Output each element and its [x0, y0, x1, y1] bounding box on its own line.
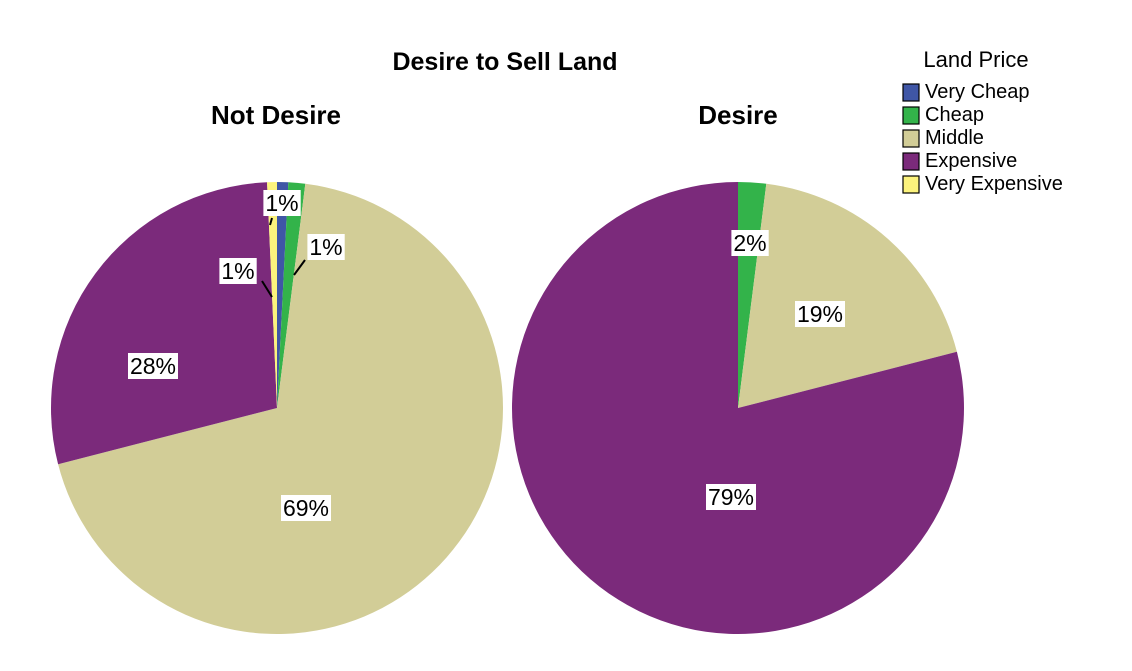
data-label-box [128, 353, 178, 379]
slice-not-desire-very-expensive [267, 182, 277, 408]
slice-desire-middle [738, 183, 957, 408]
data-label-not-desire-cheap: 1% [307, 234, 345, 260]
data-label-text: 69% [283, 495, 329, 521]
legend-label-cheap: Cheap [925, 104, 984, 126]
data-label-not-desire-very-expensive: 1% [219, 258, 257, 284]
legend-swatch-middle [902, 129, 920, 148]
data-label-text: 2% [733, 230, 766, 256]
pie-title-not-desire: Not Desire [211, 100, 341, 130]
data-label-box [731, 230, 769, 256]
chart-title: Desire to Sell Land [392, 48, 617, 76]
pie-title-desire: Desire [698, 100, 778, 130]
data-label-not-desire-expensive: 28% [128, 353, 178, 379]
pie-not-desire: Not Desire 1% 1% 69% 28% 1% [51, 100, 504, 634]
data-label-text: 1% [265, 190, 298, 216]
legend-swatch-cheap [902, 106, 920, 125]
data-label-box [706, 484, 756, 510]
leader-line [261, 280, 273, 298]
legend-swatch-very-expensive [902, 175, 920, 194]
data-label-text: 79% [708, 484, 754, 510]
data-label-box [307, 234, 345, 260]
data-label-not-desire-very-cheap: 1% [263, 190, 301, 216]
data-label-box [795, 301, 845, 327]
data-label-desire-middle: 19% [795, 301, 845, 327]
leader-line [293, 259, 306, 276]
legend-label-middle: Middle [925, 127, 984, 149]
legend-label-very-cheap: Very Cheap [925, 81, 1030, 103]
pie-desire: Desire 2% 19% 79% [511, 100, 964, 634]
leader-line [269, 217, 273, 226]
data-label-text: 1% [309, 234, 342, 260]
data-label-box [281, 495, 331, 521]
slice-not-desire-middle [58, 183, 504, 634]
data-label-not-desire-middle: 69% [281, 495, 331, 521]
legend-swatch-very-cheap [902, 83, 920, 102]
data-label-desire-expensive: 79% [706, 484, 756, 510]
legend-title: Land Price [923, 47, 1028, 72]
legend-label-very-expensive: Very Expensive [925, 173, 1063, 195]
slice-not-desire-very-cheap [277, 182, 289, 408]
data-label-desire-cheap: 2% [731, 230, 769, 256]
legend-swatch-expensive [902, 152, 920, 171]
legend-label-expensive: Expensive [925, 150, 1017, 172]
data-label-text: 28% [130, 353, 176, 379]
legend: Land Price Very CheapCheapMiddleExpensiv… [902, 47, 1063, 195]
data-label-box [219, 258, 257, 284]
data-label-text: 19% [797, 301, 843, 327]
slice-not-desire-cheap [277, 182, 306, 408]
data-label-box [263, 190, 301, 216]
data-label-text: 1% [221, 258, 254, 284]
slice-desire-expensive [511, 182, 964, 634]
slice-not-desire-expensive [51, 182, 277, 465]
